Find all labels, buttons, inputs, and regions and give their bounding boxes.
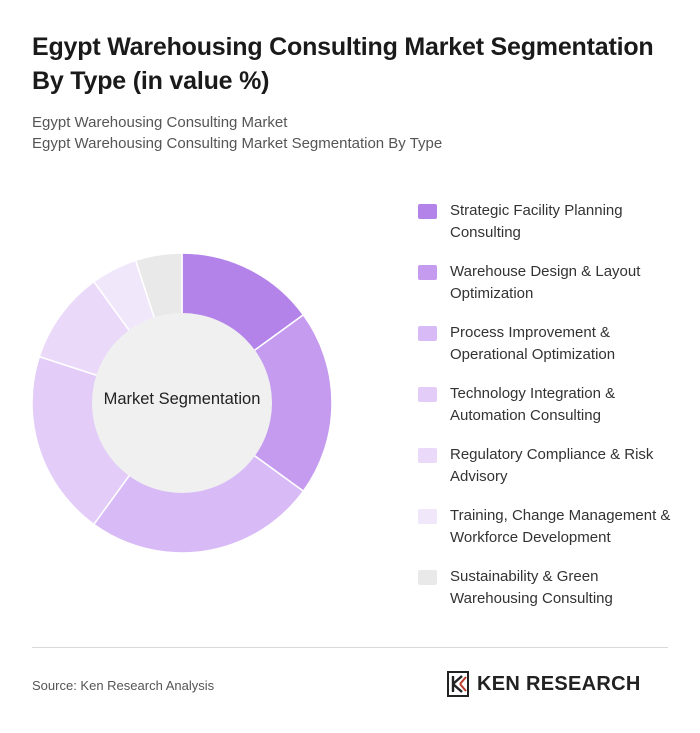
donut-hole [92,313,272,493]
brand-name: KEN RESEARCH [477,673,641,695]
legend-item: Technology Integration & Automation Cons… [418,383,688,444]
chart-legend: Strategic Facility Planning Consulting Wa… [418,200,688,627]
chart-subtitle-market: Egypt Warehousing Consulting Market [32,114,288,131]
legend-swatch [418,509,437,524]
legend-item: Regulatory Compliance & Risk Advisory [418,444,688,505]
legend-item: Warehouse Design & Layout Optimization [418,261,688,322]
legend-label: Sustainability & Green Warehousing Consu… [450,568,613,607]
donut-chart [31,252,333,554]
legend-label: Training, Change Management & Workforce … [450,507,671,546]
legend-label: Warehouse Design & Layout Optimization [450,263,641,302]
legend-swatch [418,448,437,463]
legend-swatch [418,387,437,402]
footer-divider [32,647,668,648]
chart-subtitle-segmentation: Egypt Warehousing Consulting Market Segm… [32,135,443,152]
donut-center-label: Market Segmentation [103,390,261,408]
legend-label: Strategic Facility Planning Consulting [450,202,623,241]
legend-swatch [418,570,437,585]
legend-item: Process Improvement & Operational Optimi… [418,322,688,383]
legend-item: Strategic Facility Planning Consulting [418,200,688,261]
chart-title: Egypt Warehousing Consulting Market Segm… [32,33,654,95]
legend-label: Regulatory Compliance & Risk Advisory [450,446,654,485]
legend-label: Technology Integration & Automation Cons… [450,385,616,424]
legend-item: Sustainability & Green Warehousing Consu… [418,566,688,627]
legend-item: Training, Change Management & Workforce … [418,505,688,566]
source-note: Source: Ken Research Analysis [32,678,215,693]
legend-swatch [418,326,437,341]
legend-swatch [418,265,437,280]
legend-swatch [418,204,437,219]
ken-research-logo-icon [447,671,469,697]
legend-label: Process Improvement & Operational Optimi… [450,324,616,363]
